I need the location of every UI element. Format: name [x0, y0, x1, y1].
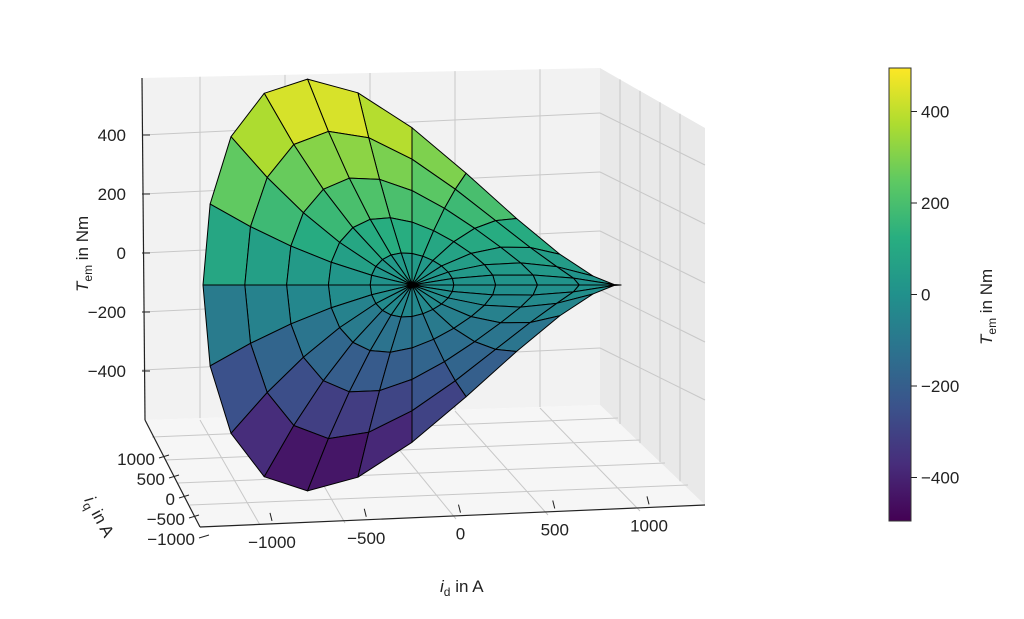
floor-grid-line: [199, 419, 261, 526]
y-tick-label: −500: [147, 510, 185, 529]
x-tick-mark: [458, 504, 461, 513]
y-tick-mark: [178, 494, 190, 499]
colorbar-tick-label: 200: [921, 194, 949, 213]
floor-grid-line: [454, 410, 549, 516]
x-tick-labels: −1000 −500 0 500 1000: [248, 496, 668, 552]
x-axis-label: id in A: [440, 577, 484, 599]
colorbar: 400 200 0 −200 −400 Tem in Nm: [888, 67, 999, 522]
x-tick-label: 500: [541, 521, 569, 540]
colorbar-tick-label: −400: [921, 469, 959, 488]
y-tick-label: 1000: [117, 450, 155, 469]
y-tick-mark: [198, 534, 210, 539]
surface-mesh: [202, 78, 622, 492]
floor-grid-line: [189, 484, 689, 506]
x-axis-line: [199, 504, 706, 528]
z-tick-labels: 400 200 0 −200 −400: [88, 126, 150, 381]
side-grid-horizontal: [599, 347, 706, 401]
side-grid-horizontal: [599, 230, 706, 284]
surface-face: [357, 410, 413, 478]
x-tick-label: 1000: [630, 516, 668, 535]
colorbar-tick-label: 0: [921, 286, 930, 305]
z-tick-label: −400: [88, 362, 126, 381]
y-tick-mark: [168, 474, 180, 479]
x-tick-label: 0: [456, 525, 465, 544]
y-axis-line: [144, 419, 201, 528]
y-tick-label: 0: [166, 490, 175, 509]
surface-face: [492, 284, 538, 296]
x-tick-mark: [646, 496, 650, 505]
colorbar-label: Tem in Nm: [977, 269, 999, 345]
x-tick-label: −1000: [248, 533, 296, 552]
floor-grid-line: [164, 439, 641, 461]
y-tick-mark: [158, 454, 170, 459]
right-pane: [600, 68, 705, 505]
y-tick-label: −1000: [147, 530, 195, 549]
z-tick-label: 400: [98, 126, 126, 145]
y-tick-mark: [188, 514, 200, 519]
y-tick-label: 500: [137, 470, 165, 489]
colorbar-gradient: [888, 67, 912, 522]
colorbar-ticks: 400 200 0 −200 −400: [911, 103, 959, 488]
x-tick-mark: [552, 500, 556, 509]
floor-grid-line: [177, 462, 666, 484]
side-grid-horizontal: [599, 171, 706, 225]
side-grid-horizontal: [599, 112, 706, 166]
z-tick-label: −200: [88, 303, 126, 322]
z-tick-label: 200: [98, 185, 126, 204]
x-tick-label: −500: [347, 529, 385, 548]
x-tick-mark: [269, 512, 273, 521]
surface-face: [492, 274, 538, 286]
z-axis-label: Tem in Nm: [73, 216, 95, 292]
floor-grid-line: [539, 407, 641, 512]
colorbar-tick-label: 400: [921, 103, 949, 122]
colorbar-tick-label: −200: [921, 377, 959, 396]
side-grid-horizontal: [599, 289, 706, 343]
x-tick-mark: [363, 508, 367, 517]
z-tick-label: 0: [117, 244, 126, 263]
y-axis-label: iq in A: [78, 493, 118, 542]
